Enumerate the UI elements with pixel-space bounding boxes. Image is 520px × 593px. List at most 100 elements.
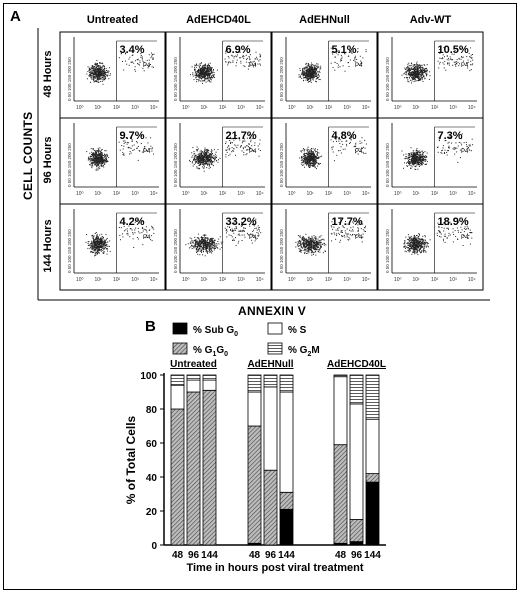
bar-segment--g1g0 — [349, 519, 364, 543]
figure-frame — [3, 3, 517, 590]
column-header-adehnull: AdEHNull — [299, 14, 350, 26]
flow-plot-r0-c3: 10.5% P4 10⁰ 10¹ 10² 10³ 10⁴ 0 50 100 150 200 2… — [377, 31, 484, 119]
y-tick-label: 80 — [146, 405, 158, 416]
bar-segment--s — [247, 391, 262, 427]
svg-text:10¹: 10¹ — [94, 277, 102, 283]
svg-text:0 50 100 150 200 250: 0 50 100 150 200 250 — [67, 143, 72, 187]
gate-label: P4 — [461, 63, 469, 69]
flow-plot-r1-c2: 4.8% P4 10⁰ 10¹ 10² 10³ 10⁴ 0 50 100 150 200 25… — [271, 117, 378, 205]
apoptosis-percentage: 10.5% — [438, 44, 469, 56]
x-axis-title-a: ANNEXIN V — [238, 304, 307, 318]
x-tick-label: 144 — [364, 550, 381, 561]
svg-text:10³: 10³ — [131, 191, 139, 197]
svg-text:10⁴: 10⁴ — [468, 191, 476, 197]
bar-segment--g2m — [186, 374, 201, 381]
svg-text:10⁴: 10⁴ — [362, 105, 370, 111]
event-dots — [401, 133, 474, 170]
svg-text:10⁴: 10⁴ — [256, 105, 264, 111]
svg-text:10²: 10² — [219, 105, 227, 111]
y-tick-label: 40 — [146, 473, 158, 484]
apoptosis-percentage: 9.7% — [120, 130, 145, 142]
bar-segment--s — [365, 418, 380, 474]
gate-label: P4 — [355, 235, 363, 241]
svg-text:0 50 100 150 200 250: 0 50 100 150 200 250 — [279, 143, 284, 187]
svg-text:10⁴: 10⁴ — [468, 105, 476, 111]
svg-text:10²: 10² — [113, 277, 121, 283]
column-header-untreated: Untreated — [86, 14, 139, 26]
flow-plot-r1-c0: 9.7% P4 10⁰ 10¹ 10² 10³ 10⁴ 0 50 100 150 200 25… — [59, 117, 166, 205]
bar-segment--s — [333, 376, 348, 446]
bar-segment--s — [279, 391, 294, 493]
bar-segment--sub-g0 — [349, 541, 364, 546]
svg-text:10¹: 10¹ — [200, 191, 208, 197]
svg-text:10²: 10² — [219, 191, 227, 197]
y-tick-label: 20 — [146, 507, 158, 518]
legend-item-3: % G2M — [267, 342, 320, 358]
svg-text:10³: 10³ — [449, 105, 457, 111]
svg-text:0 50 100 150 200 250: 0 50 100 150 200 250 — [385, 57, 390, 101]
svg-text:10⁰: 10⁰ — [182, 191, 190, 197]
gate-label: P4 — [355, 63, 363, 69]
bar-segment--s — [186, 379, 201, 393]
apoptosis-percentage: 33.2% — [226, 216, 257, 228]
group-label-adehnull: AdEHNull — [247, 359, 293, 370]
apoptosis-percentage: 3.4% — [120, 44, 145, 56]
legend-item-1: % S — [267, 322, 307, 336]
x-tick-label: 144 — [278, 550, 295, 561]
gate-label: P4 — [249, 235, 257, 241]
y-tick-label: 0 — [151, 541, 157, 552]
gate-label: P4 — [355, 149, 363, 155]
apoptosis-percentage: 4.2% — [120, 216, 145, 228]
svg-text:0 50 100 150 200 250: 0 50 100 150 200 250 — [67, 57, 72, 101]
x-tick-label: 48 — [249, 550, 261, 561]
gate-label: P4 — [143, 149, 151, 155]
group-label-adehcd40l: AdEHCD40L — [327, 359, 386, 370]
panel-a-letter: A — [10, 8, 21, 25]
svg-text:10⁴: 10⁴ — [362, 191, 370, 197]
flow-plot-r0-c1: 6.9% P4 10⁰ 10¹ 10² 10³ 10⁴ 0 50 100 150 200 25… — [165, 31, 272, 119]
svg-text:10²: 10² — [325, 105, 333, 111]
svg-text:10¹: 10¹ — [306, 191, 314, 197]
event-dots — [86, 47, 155, 85]
svg-text:0 50 100 150 200 250: 0 50 100 150 200 250 — [385, 143, 390, 187]
y-axis-label-b: % of Total Cells — [124, 415, 138, 504]
apoptosis-percentage: 4.8% — [332, 130, 357, 142]
bar-segment--g2m — [202, 374, 217, 381]
bar-segment--g2m — [333, 374, 348, 378]
event-dots — [189, 134, 261, 172]
svg-text:10¹: 10¹ — [412, 191, 420, 197]
gate-label: P4 — [461, 149, 469, 155]
event-dots — [295, 218, 366, 256]
bar-segment--g2m — [279, 374, 294, 393]
svg-text:10²: 10² — [431, 105, 439, 111]
x-tick-label: 96 — [265, 550, 277, 561]
cell-counts-label: CELL COUNTS — [21, 111, 35, 200]
event-dots — [299, 131, 367, 170]
svg-text:10³: 10³ — [131, 105, 139, 111]
svg-text:0 50 100 150 200 250: 0 50 100 150 200 250 — [173, 143, 178, 187]
group-label-untreated: Untreated — [170, 359, 217, 370]
gate-label: P4 — [249, 63, 257, 69]
svg-text:10³: 10³ — [237, 191, 245, 197]
svg-text:10⁴: 10⁴ — [150, 277, 158, 283]
svg-text:10²: 10² — [325, 191, 333, 197]
svg-text:10⁰: 10⁰ — [288, 105, 296, 111]
bar-segment--s — [202, 379, 217, 391]
svg-text:10⁰: 10⁰ — [394, 191, 402, 197]
svg-text:10¹: 10¹ — [94, 191, 102, 197]
bar-segment--g1g0 — [333, 444, 348, 544]
x-tick-label: 48 — [335, 550, 347, 561]
svg-text:10¹: 10¹ — [94, 105, 102, 111]
svg-text:10⁰: 10⁰ — [288, 191, 296, 197]
bar-segment--g1g0 — [365, 473, 380, 483]
flow-cytometry-grid: 3.4% P4 10⁰ 10¹ 10² 10³ 10⁴ 0 50 100 150 200 25… — [37, 28, 490, 301]
flow-plot-r0-c2: 5.1% P4 10⁰ 10¹ 10² 10³ 10⁴ 0 50 100 150 200 25… — [271, 31, 378, 119]
bar-segment--g1g0 — [186, 391, 201, 546]
gate-label: P4 — [143, 235, 151, 241]
bar-segment--g2m — [263, 374, 278, 388]
bar-segment--g1g0 — [170, 408, 185, 546]
apoptosis-percentage: 6.9% — [226, 44, 251, 56]
